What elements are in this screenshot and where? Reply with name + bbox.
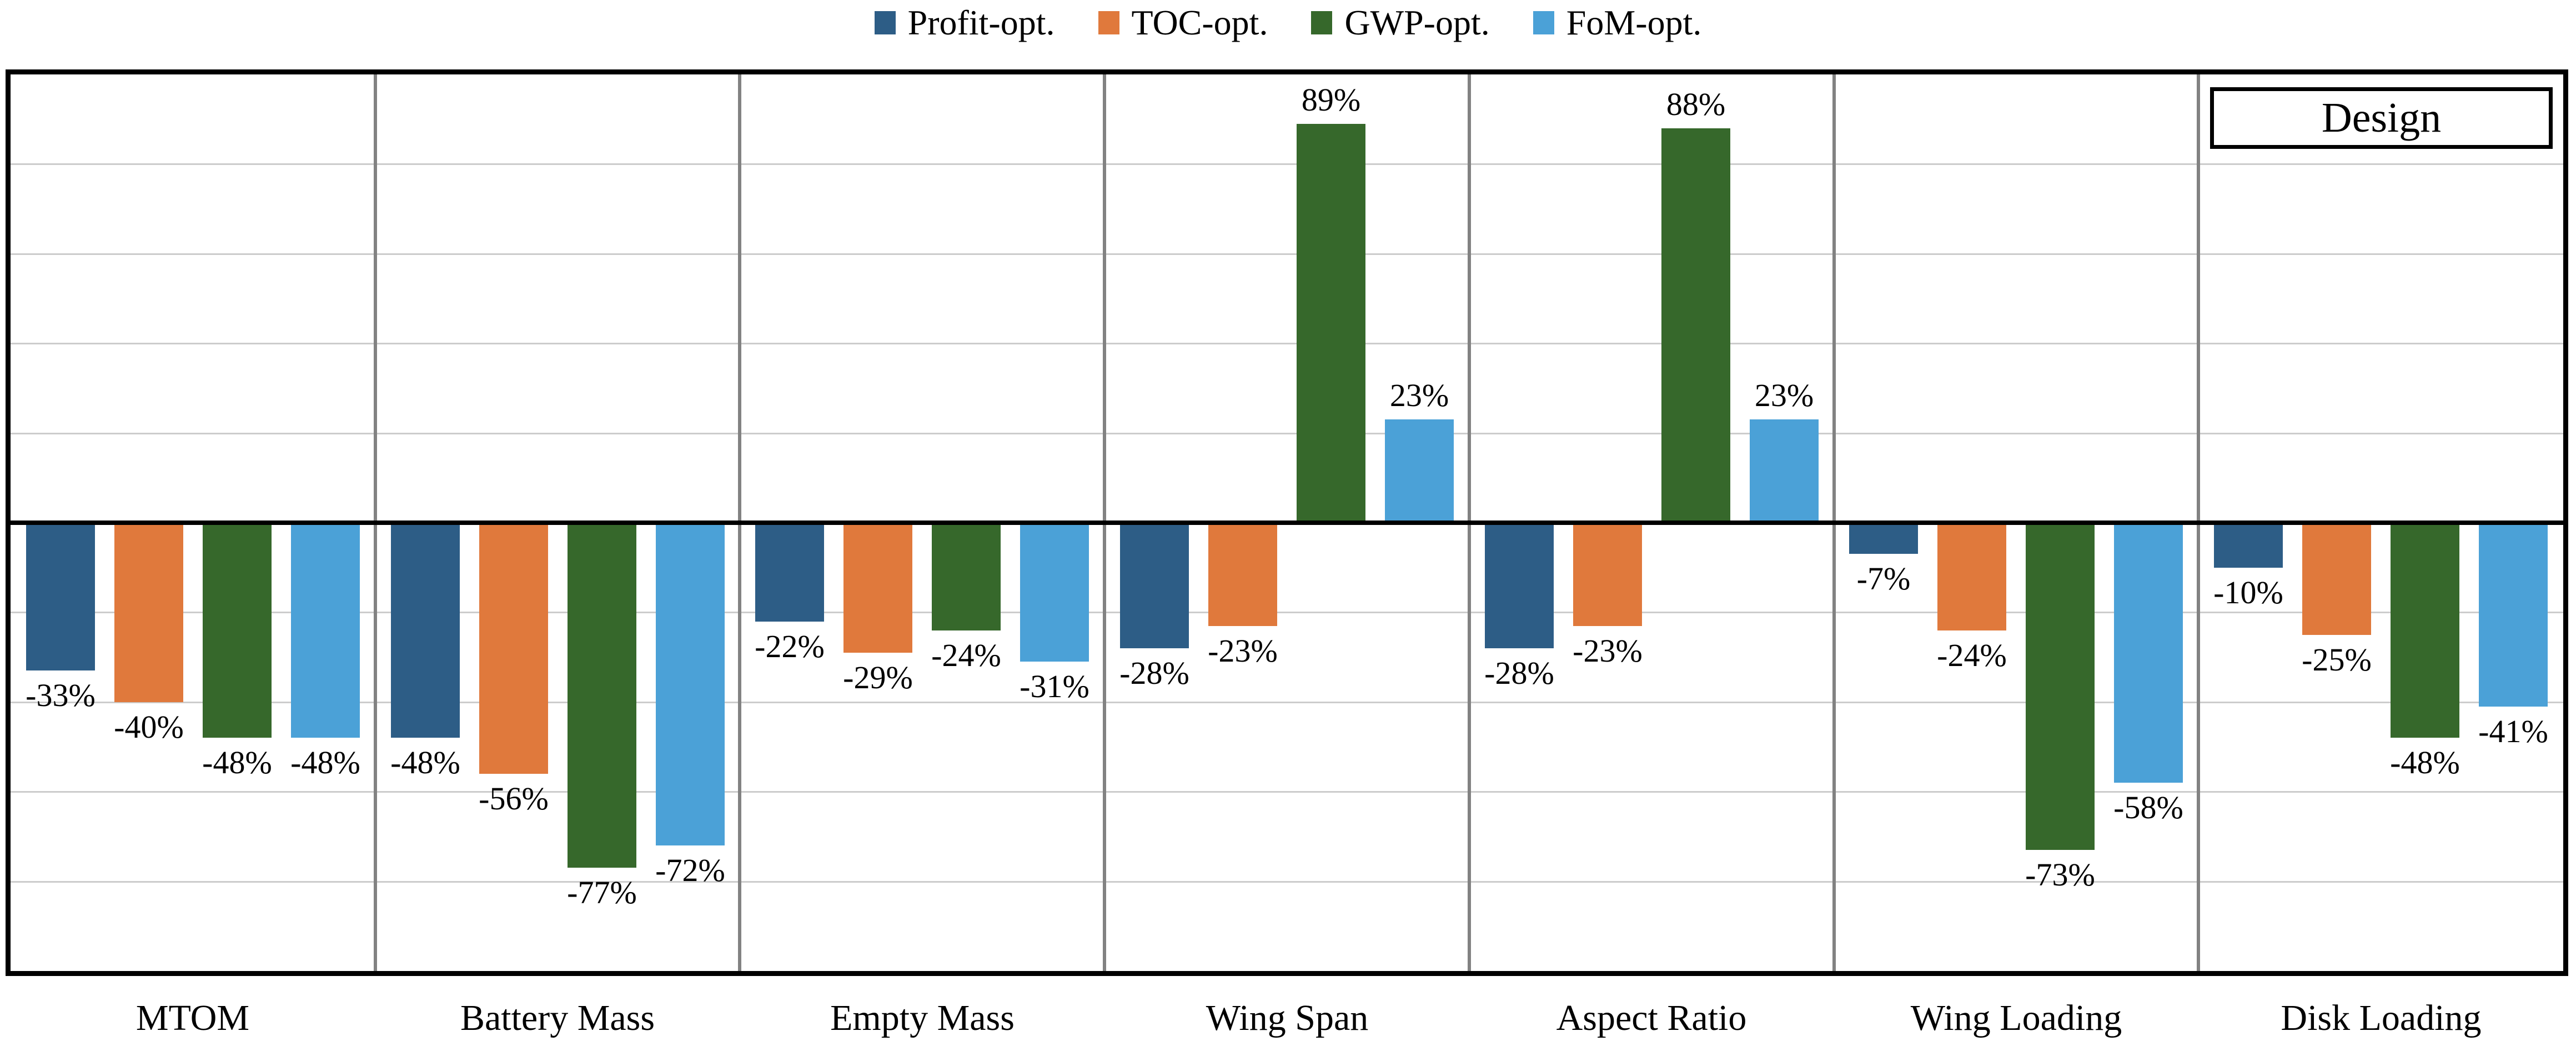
bar-value-label: 89%	[1301, 82, 1361, 118]
bar-fomopt-wing-loading	[2114, 523, 2183, 783]
bar-tocopt-wing-loading	[1937, 523, 2006, 630]
gridline-40pct	[11, 343, 2563, 344]
bar-tocopt-battery-mass	[479, 523, 548, 774]
bar-gwpopt-disk-loading	[2391, 523, 2459, 738]
x-axis-label-wing-span: Wing Span	[1206, 998, 1369, 1038]
bar-profitopt-wing-span	[1120, 523, 1189, 648]
gridline--80pct	[11, 881, 2563, 883]
legend-item-fomopt: FoM-opt.	[1533, 3, 1702, 42]
bar-value-label: -25%	[2302, 642, 2372, 678]
bar-value-label: -58%	[2113, 789, 2183, 825]
bar-tocopt-wing-span	[1208, 523, 1277, 626]
legend-swatch-icon	[1098, 11, 1119, 35]
gridline-60pct	[11, 253, 2563, 255]
bar-gwpopt-wing-span	[1297, 124, 1365, 523]
legend-label: TOC-opt.	[1131, 3, 1268, 42]
bar-value-label: 23%	[1389, 377, 1449, 413]
legend: Profit-opt. TOC-opt. GWP-opt. FoM-opt.	[0, 3, 2576, 42]
gridline-20pct	[11, 433, 2563, 434]
bar-value-label: -29%	[843, 659, 913, 695]
legend-label: GWP-opt.	[1344, 3, 1490, 42]
x-axis-label-disk-loading: Disk Loading	[2281, 998, 2482, 1038]
bar-gwpopt-empty-mass	[932, 523, 1001, 630]
bar-profitopt-wing-loading	[1849, 523, 1918, 554]
x-axis-label-empty-mass: Empty Mass	[830, 998, 1015, 1038]
bar-profitopt-disk-loading	[2214, 523, 2283, 568]
bar-gwpopt-wing-loading	[2026, 523, 2095, 850]
bar-fomopt-aspect-ratio	[1750, 419, 1819, 523]
bar-value-label: -72%	[655, 852, 725, 888]
x-axis-label-battery-mass: Battery Mass	[460, 998, 655, 1038]
bar-value-label: -31%	[1020, 668, 1089, 704]
bar-value-label: -48%	[390, 744, 460, 780]
x-axis-label-wing-loading: Wing Loading	[1910, 998, 2122, 1038]
bar-profitopt-battery-mass	[391, 523, 460, 738]
bar-value-label: -10%	[2213, 574, 2283, 610]
design-label: Design	[2321, 94, 2442, 141]
bar-value-label: -33%	[26, 677, 96, 713]
bar-profitopt-empty-mass	[755, 523, 824, 622]
x-axis-label-aspect-ratio: Aspect Ratio	[1556, 998, 1747, 1038]
legend-item-gwpopt: GWP-opt.	[1311, 3, 1490, 42]
bar-fomopt-disk-loading	[2479, 523, 2548, 707]
bar-gwpopt-aspect-ratio	[1661, 128, 1730, 523]
x-axis-label-mtom: MTOM	[135, 998, 250, 1038]
gridline--60pct	[11, 791, 2563, 793]
bar-value-label: -73%	[2025, 857, 2095, 893]
legend-swatch-icon	[1533, 11, 1554, 35]
bar-fomopt-battery-mass	[656, 523, 725, 845]
bar-value-label: 88%	[1666, 86, 1726, 122]
bar-value-label: 23%	[1754, 377, 1814, 413]
legend-label: Profit-opt.	[907, 3, 1055, 42]
bar-fomopt-mtom	[291, 523, 360, 738]
bar-gwpopt-mtom	[203, 523, 272, 738]
bar-profitopt-aspect-ratio	[1485, 523, 1554, 648]
legend-swatch-icon	[874, 11, 896, 35]
bar-fomopt-empty-mass	[1020, 523, 1089, 662]
bar-value-label: -48%	[2390, 744, 2460, 780]
bar-fomopt-wing-span	[1385, 419, 1454, 523]
gridline-80pct	[11, 163, 2563, 165]
plot-area: Design -33% -48% -22% -28% -28% -7% -10% -40% -5…	[6, 69, 2568, 976]
bar-value-label: -28%	[1119, 655, 1189, 691]
bar-value-label: -40%	[114, 709, 184, 745]
bar-value-label: -28%	[1484, 655, 1554, 691]
bar-value-label: -77%	[567, 874, 637, 910]
bar-value-label: -48%	[290, 744, 360, 780]
legend-label: FoM-opt.	[1566, 3, 1702, 42]
bar-tocopt-aspect-ratio	[1573, 523, 1642, 626]
bar-value-label: -41%	[2478, 713, 2548, 749]
legend-swatch-icon	[1311, 11, 1333, 35]
zero-axis-line	[11, 521, 2563, 525]
design-annotation-box: Design	[2210, 87, 2553, 149]
gridline--20pct	[11, 612, 2563, 613]
bar-value-label: -23%	[1208, 633, 1278, 669]
gridline--40pct	[11, 702, 2563, 703]
bar-profitopt-mtom	[26, 523, 95, 670]
legend-item-tocopt: TOC-opt.	[1098, 3, 1268, 42]
bar-value-label: -24%	[931, 637, 1001, 673]
bar-gwpopt-battery-mass	[568, 523, 636, 868]
bar-value-label: -23%	[1573, 633, 1643, 669]
bar-value-label: -7%	[1856, 560, 1911, 597]
bar-tocopt-empty-mass	[843, 523, 912, 653]
bar-value-label: -56%	[479, 780, 549, 817]
bar-value-label: -48%	[202, 744, 272, 780]
bar-tocopt-mtom	[114, 523, 183, 702]
legend-item-profitopt: Profit-opt.	[874, 3, 1055, 42]
bar-value-label: -22%	[755, 628, 825, 664]
bar-tocopt-disk-loading	[2302, 523, 2371, 635]
bar-value-label: -24%	[1937, 637, 2007, 673]
